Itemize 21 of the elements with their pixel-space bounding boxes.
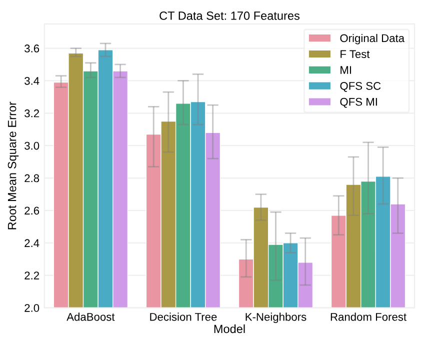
x-tick-label: AdaBoost bbox=[66, 312, 115, 321]
legend-label: F Test bbox=[340, 50, 370, 58]
y-tick-label: 3.2 bbox=[24, 109, 39, 118]
y-tick-label: 2.6 bbox=[24, 206, 40, 215]
y-tick-label: 2.4 bbox=[24, 239, 40, 247]
legend-label: QFS SC bbox=[340, 82, 381, 92]
x-axis-title: Model bbox=[214, 324, 245, 334]
y-tick-label: 3.4 bbox=[24, 76, 40, 85]
x-tick-label: Decision Tree bbox=[150, 312, 217, 321]
legend-label: MI bbox=[340, 66, 352, 74]
y-tick-label: 3.6 bbox=[24, 44, 40, 52]
y-tick-label: 2.0 bbox=[24, 304, 40, 312]
y-tick-label: 3.0 bbox=[24, 142, 40, 150]
x-tick-label: K-Neighbors bbox=[246, 312, 306, 324]
x-tick-label: Random Forest bbox=[330, 312, 406, 321]
legend-label: QFS MI bbox=[340, 98, 377, 108]
legend-label: Original Data bbox=[340, 34, 405, 44]
chart-title: CT Data Set: 170 Features bbox=[160, 12, 300, 20]
y-axis-title: Root Mean Square Error bbox=[8, 102, 19, 230]
y-tick-label: 2.8 bbox=[24, 174, 40, 182]
y-tick-label: 2.2 bbox=[24, 272, 39, 280]
